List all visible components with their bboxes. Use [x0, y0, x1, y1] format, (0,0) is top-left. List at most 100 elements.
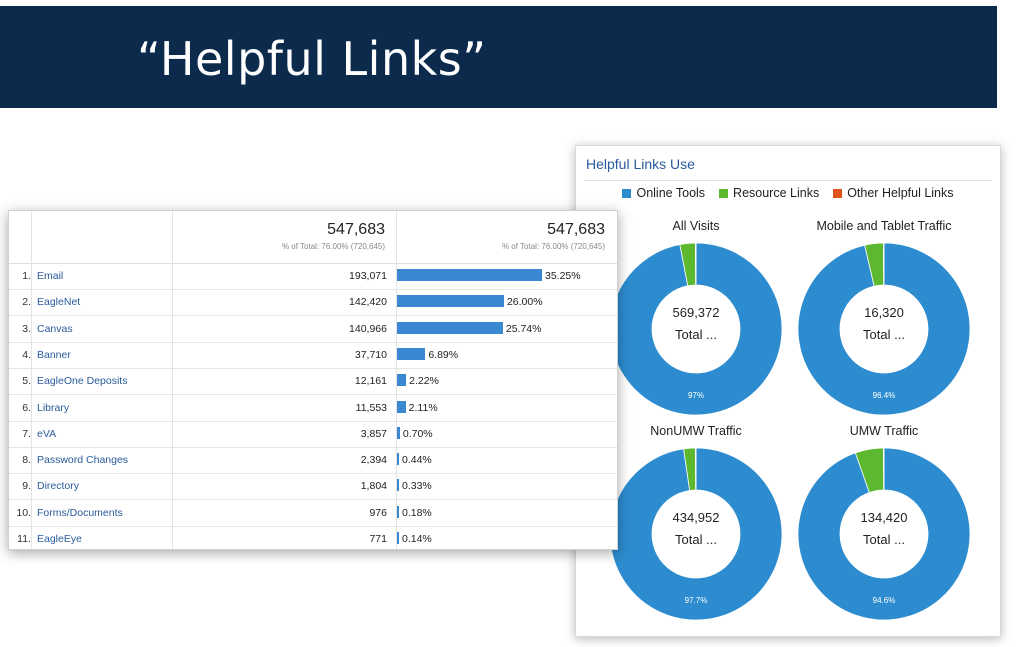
row-link-name[interactable]: Password Changes	[37, 454, 129, 467]
row-number: 10.	[16, 506, 31, 519]
row-value: 142,420	[349, 296, 387, 309]
row-link-name[interactable]: Email	[37, 270, 64, 282]
row-link-name[interactable]: Library	[37, 401, 70, 414]
column-divider	[31, 211, 32, 549]
legend-swatch-other-helpful-links	[833, 188, 843, 198]
column-total-subtitle: % of Total: 76.00% (720,645)	[501, 242, 605, 251]
row-number: 9.	[22, 480, 31, 493]
row-percent: 0.33%	[402, 480, 432, 493]
row-value: 3,857	[360, 427, 387, 440]
donut-slice[interactable]	[695, 447, 697, 491]
column-divider	[172, 211, 173, 549]
row-bar	[397, 479, 399, 492]
table-row[interactable]: 7. eVA 3,857 0.70%	[9, 421, 617, 448]
table-row[interactable]: 2. EagleNet 142,420 26.00%	[9, 289, 617, 317]
row-value: 2,394	[360, 454, 387, 467]
donut-center-value: 434,952	[672, 510, 720, 525]
donut-center-label: Total ...	[675, 327, 717, 342]
donut-percent-label: 96.4%	[872, 391, 896, 400]
row-number: 3.	[22, 322, 31, 335]
row-percent: 6.89%	[428, 348, 459, 361]
slide-title: “Helpful Links”	[137, 32, 487, 86]
row-percent: 26.00%	[506, 296, 543, 309]
row-link-name[interactable]: EagleEye	[37, 533, 82, 545]
donut-slice[interactable]	[797, 242, 971, 416]
legend-label: Online Tools	[636, 186, 706, 200]
row-value: 976	[369, 506, 387, 519]
row-number: 6.	[22, 401, 31, 414]
table-row[interactable]: 4. Banner 37,710 6.89%	[9, 342, 617, 369]
row-bar	[397, 400, 406, 413]
row-link-name[interactable]: EagleOne Deposits	[37, 375, 128, 388]
row-value: 11,553	[355, 401, 387, 414]
legend-swatch-online-tools	[622, 188, 632, 198]
row-percent: 0.14%	[402, 533, 432, 545]
donut-title: NonUMW Traffic	[650, 424, 742, 438]
legend-item-other-helpful-links[interactable]: Other Helpful Links	[833, 186, 954, 200]
row-percent: 0.44%	[402, 454, 432, 467]
donut-slice[interactable]	[797, 447, 971, 621]
slide-header: “Helpful Links”	[0, 6, 997, 108]
row-bar	[397, 453, 399, 466]
row-link-name[interactable]: eVA	[37, 427, 57, 440]
row-percent: 0.70%	[402, 427, 433, 440]
row-link-name[interactable]: Banner	[37, 348, 71, 361]
row-bar	[397, 269, 542, 281]
table-row[interactable]: 10. Forms/Documents 976 0.18%	[9, 500, 617, 527]
row-number: 7.	[22, 427, 31, 440]
row-bar	[397, 321, 503, 334]
column-total-value: 547,683	[547, 221, 605, 238]
table-row[interactable]: 9. Directory 1,804 0.33%	[9, 473, 617, 501]
row-value: 140,966	[349, 322, 387, 335]
row-percent: 0.18%	[402, 506, 432, 519]
row-percent: 25.74%	[505, 322, 542, 335]
table-row[interactable]: 11. EagleEye 771 0.14%	[9, 526, 617, 549]
donut-title: UMW Traffic	[849, 424, 919, 438]
helpful-links-table: 547,683 % of Total: 76.00% (720,645) 547…	[8, 210, 618, 550]
row-number: 4.	[22, 348, 31, 361]
table-row[interactable]: 3. Canvas 140,966 25.74%	[9, 316, 617, 343]
helpful-links-use-panel: Helpful Links Use Online Tools Resource …	[575, 145, 1001, 637]
donut-slice[interactable]	[883, 447, 885, 491]
donut-slice[interactable]	[609, 447, 783, 621]
chart-legend: Online Tools Resource Links Other Helpfu…	[576, 186, 1000, 200]
row-number: 5.	[22, 375, 31, 388]
donut-slice[interactable]	[883, 242, 885, 286]
legend-item-online-tools[interactable]: Online Tools	[622, 186, 705, 200]
row-percent: 35.25%	[545, 270, 581, 282]
panel-divider	[584, 180, 992, 181]
column-divider	[396, 211, 397, 549]
donut-slice[interactable]	[695, 242, 697, 286]
legend-item-resource-links[interactable]: Resource Links	[719, 186, 819, 200]
row-bar	[397, 347, 426, 360]
row-value: 37,710	[354, 348, 387, 361]
table-row[interactable]: 8. Password Changes 2,394 0.44%	[9, 447, 617, 475]
donut-slice[interactable]	[609, 242, 783, 416]
row-link-name[interactable]: Canvas	[37, 322, 73, 335]
donut-center-value: 134,420	[860, 510, 908, 525]
donut-title: Mobile and Tablet Traffic	[816, 219, 952, 233]
table-row[interactable]: 6. Library 11,553 2.11%	[9, 395, 617, 422]
donut-center-label: Total ...	[863, 327, 905, 342]
table-row[interactable]: 1. Email 193,071 35.25%	[9, 263, 617, 290]
row-bar	[397, 295, 504, 308]
table-row[interactable]: 5. EagleOne Deposits 12,161 2.22%	[9, 368, 617, 396]
table-header: 547,683 % of Total: 76.00% (720,645) 547…	[9, 211, 617, 264]
row-number: 8.	[22, 454, 31, 467]
column-total-value: 547,683	[327, 221, 385, 238]
donut-charts	[609, 242, 971, 621]
donut-percent-label: 97.7%	[684, 596, 708, 605]
panel-title: Helpful Links Use	[586, 156, 695, 172]
row-bar	[397, 426, 400, 439]
row-bar	[397, 374, 407, 387]
row-link-name[interactable]: Directory	[37, 480, 80, 493]
column-total-subtitle: % of Total: 76.00% (720,645)	[281, 242, 385, 251]
row-link-name[interactable]: EagleNet	[37, 296, 81, 309]
row-percent: 2.22%	[409, 375, 439, 388]
row-value: 771	[369, 533, 387, 545]
row-number: 11.	[17, 533, 31, 545]
legend-label: Other Helpful Links	[847, 186, 954, 200]
donut-percent-label: 94.6%	[872, 596, 896, 605]
donut-center-label: Total ...	[675, 532, 717, 547]
row-link-name[interactable]: Forms/Documents	[37, 506, 123, 519]
